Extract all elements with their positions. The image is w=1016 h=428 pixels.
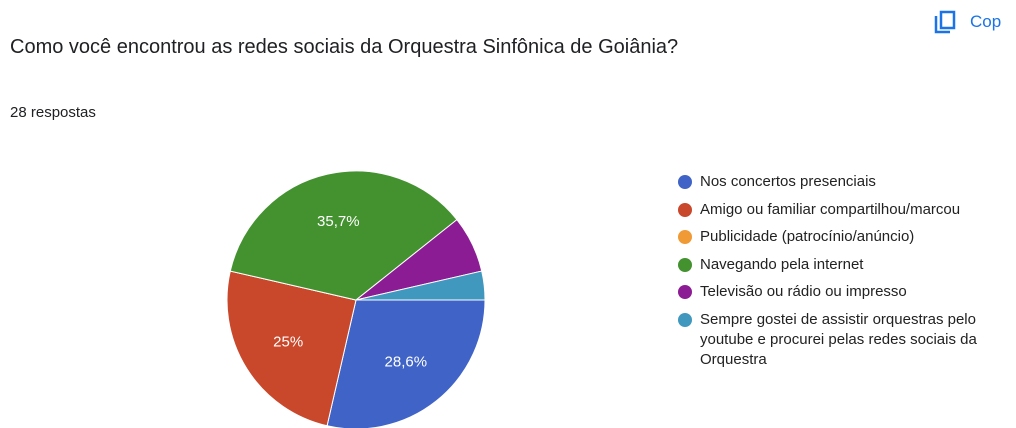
legend: Nos concertos presenciais Amigo ou famili… <box>678 172 988 377</box>
legend-item: Sempre gostei de assistir orquestras pel… <box>678 310 988 370</box>
legend-item: Televisão ou rádio ou impresso <box>678 282 988 302</box>
copy-icon <box>934 10 956 34</box>
slice-label: 25% <box>273 333 303 350</box>
legend-item: Publicidade (patrocínio/anúncio) <box>678 227 988 247</box>
pie-slice <box>355 270 486 301</box>
legend-item: Amigo ou familiar compartilhou/marcou <box>678 200 988 220</box>
legend-label: Navegando pela internet <box>700 255 864 273</box>
legend-swatch <box>678 175 692 189</box>
slice-label: 28,6% <box>385 354 428 371</box>
pie-slice <box>226 270 357 427</box>
title: Como você encontrou as redes sociais da … <box>10 36 679 58</box>
response-count: 28 respostas <box>10 104 96 121</box>
legend-swatch <box>678 230 692 244</box>
legend-label: Sempre gostei de assistir orquestras pel… <box>700 310 977 368</box>
legend-swatch <box>678 257 692 272</box>
legend-label: Nos concertos presenciais <box>700 173 876 190</box>
legend-label: Publicidade (patrocínio/anúncio) <box>700 228 915 245</box>
legend-label: Amigo ou familiar compartilhou/marcou <box>700 200 961 218</box>
copy-button[interactable]: Cop <box>934 10 1001 34</box>
legend-swatch <box>678 312 692 327</box>
copy-label: Cop <box>970 12 1002 31</box>
legend-swatch <box>678 202 692 217</box>
legend-label: Televisão ou rádio ou impresso <box>700 283 907 300</box>
legend-item: Nos concertos presenciais <box>678 172 988 192</box>
legend-item: Navegando pela internet <box>678 255 988 275</box>
slice-label: 35,7% <box>317 213 360 230</box>
legend-swatch <box>678 285 692 299</box>
pie-slice <box>326 299 486 428</box>
pie-slice <box>229 170 458 301</box>
